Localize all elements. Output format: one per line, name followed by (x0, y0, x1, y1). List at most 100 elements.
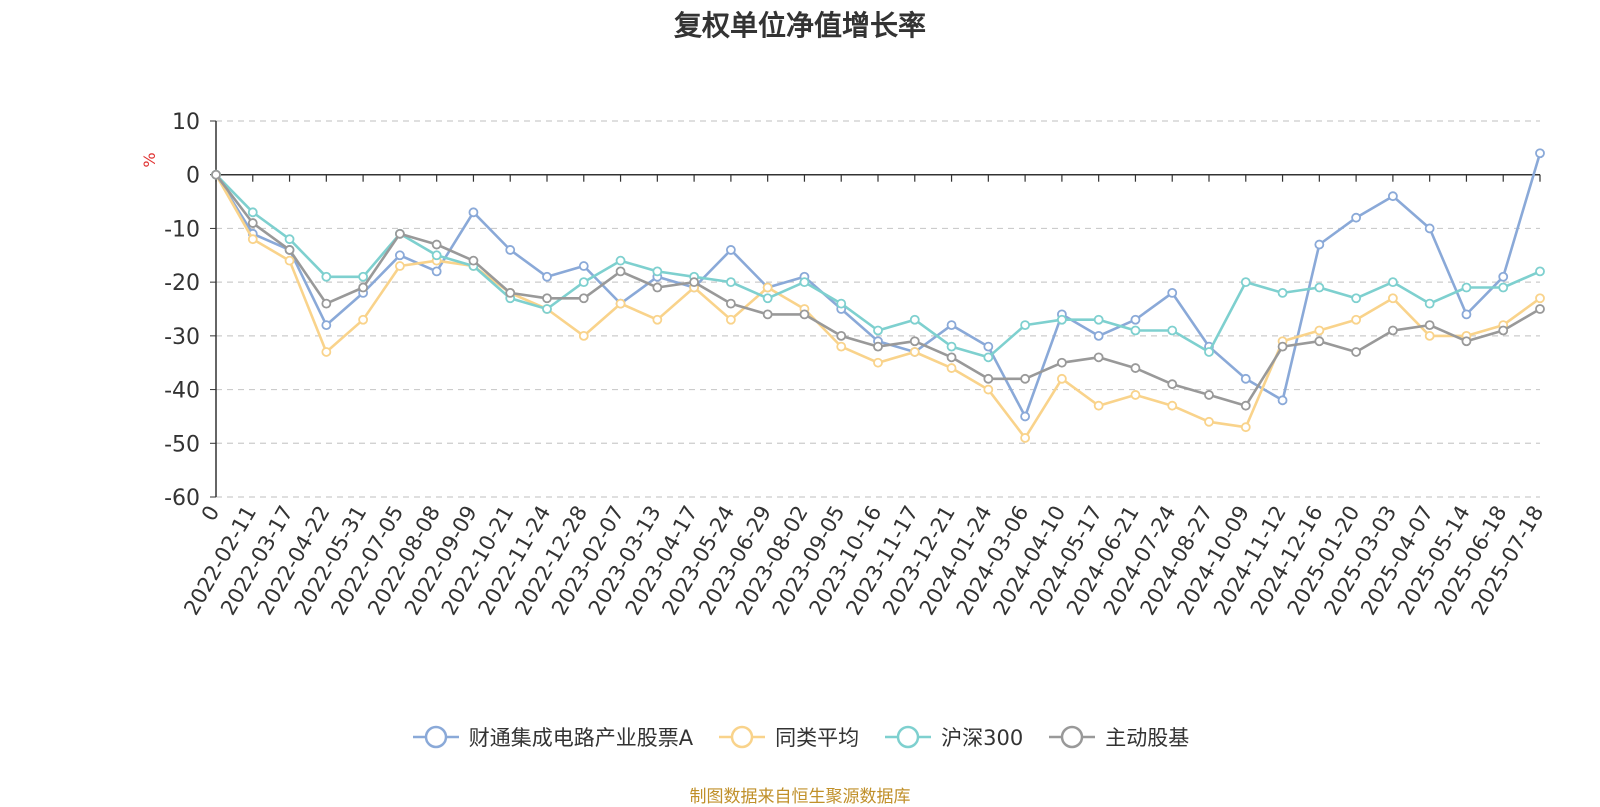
data-point (909, 336, 920, 347)
y-tick-label: -50 (164, 432, 200, 457)
data-point (615, 255, 626, 266)
series-line-2 (214, 174, 1541, 440)
data-point (1498, 271, 1509, 282)
axes (210, 120, 1541, 498)
data-point (946, 341, 957, 352)
data-point (1130, 325, 1141, 336)
data-point (799, 309, 810, 320)
data-point (1167, 287, 1178, 298)
data-point (542, 304, 552, 314)
data-point (1387, 277, 1398, 288)
data-point (358, 282, 369, 293)
data-point (284, 234, 295, 245)
data-point (468, 255, 479, 266)
data-point (1130, 314, 1141, 325)
data-point (946, 352, 957, 363)
data-point (247, 218, 258, 228)
data-point (247, 207, 258, 218)
data-point (652, 282, 663, 293)
data-point (1204, 347, 1214, 357)
data-point (1167, 400, 1178, 411)
legend-line-circle-icon (885, 725, 932, 749)
data-point (946, 363, 957, 373)
y-tick-label: -60 (164, 486, 200, 511)
data-point (1204, 416, 1214, 427)
data-point (689, 277, 700, 288)
data-point (873, 341, 883, 352)
data-point (1277, 341, 1288, 352)
data-point (431, 250, 442, 261)
data-point (1130, 363, 1141, 373)
legend-item-4[interactable]: 主动股基 (1047, 722, 1189, 752)
data-point (578, 330, 589, 341)
data-point (615, 266, 626, 277)
legend-item-2[interactable]: 同类平均 (717, 722, 859, 752)
data-point (983, 384, 994, 395)
data-point (1461, 336, 1472, 347)
legend-item-1[interactable]: 财通集成电路产业股票A (411, 722, 693, 752)
series-line-1 (214, 152, 1542, 418)
y-tick-label: -10 (164, 217, 200, 242)
data-point (1167, 379, 1178, 390)
data-point (578, 261, 589, 271)
data-point (652, 266, 663, 277)
legend-item-3[interactable]: 沪深300 (883, 722, 1023, 752)
data-point (1093, 400, 1104, 411)
data-point (578, 277, 589, 288)
data-point (762, 282, 773, 293)
series-lines (211, 148, 1545, 443)
data-point (505, 245, 516, 255)
y-tick-label: -20 (164, 271, 200, 296)
data-point (321, 271, 332, 282)
data-point (1351, 314, 1362, 325)
legend-line-circle-icon (719, 725, 766, 749)
data-point (284, 245, 295, 255)
data-point (983, 373, 994, 384)
data-point (1056, 314, 1067, 325)
data-point (983, 352, 994, 363)
legend-line-circle-icon (1049, 725, 1096, 749)
series-line-4 (214, 173, 1541, 408)
grid-lines (216, 120, 1540, 498)
data-point (1424, 320, 1435, 331)
data-point (1387, 191, 1398, 202)
data-point (652, 314, 663, 325)
data-point (1056, 357, 1067, 368)
data-point (1535, 293, 1545, 304)
y-axis-unit-label: % (140, 152, 159, 167)
data-point (358, 271, 369, 282)
data-point (1498, 325, 1509, 336)
data-point (1277, 395, 1288, 406)
legend-label: 主动股基 (1105, 726, 1190, 750)
data-point (431, 239, 442, 250)
data-point (1056, 373, 1067, 384)
y-tick-label: 0 (186, 164, 200, 189)
data-point (836, 341, 847, 352)
data-point (1424, 330, 1435, 341)
data-point (394, 228, 405, 239)
data-point (1351, 347, 1362, 357)
data-point (578, 293, 589, 304)
data-point (983, 341, 994, 352)
data-point (1314, 239, 1325, 250)
y-tick-label: 10 (172, 110, 200, 135)
data-point (431, 266, 442, 277)
data-point (284, 255, 295, 266)
data-point (1240, 400, 1251, 411)
data-point (1093, 314, 1104, 325)
data-point (615, 298, 626, 309)
data-point (247, 234, 258, 245)
x-tick-label: 0 (197, 502, 224, 526)
data-point (1461, 309, 1472, 320)
data-point (1387, 325, 1398, 336)
line-chart: 100-10-20-30-40-50-6002022-02-112022-03-… (140, 110, 1548, 619)
data-point (836, 330, 847, 341)
data-point (321, 347, 332, 357)
data-point (321, 320, 332, 331)
data-point (873, 357, 883, 368)
legend-label: 沪深300 (941, 726, 1024, 750)
data-point (909, 347, 920, 357)
data-point (1314, 325, 1325, 336)
data-point (321, 298, 332, 309)
data-point (1093, 352, 1104, 363)
